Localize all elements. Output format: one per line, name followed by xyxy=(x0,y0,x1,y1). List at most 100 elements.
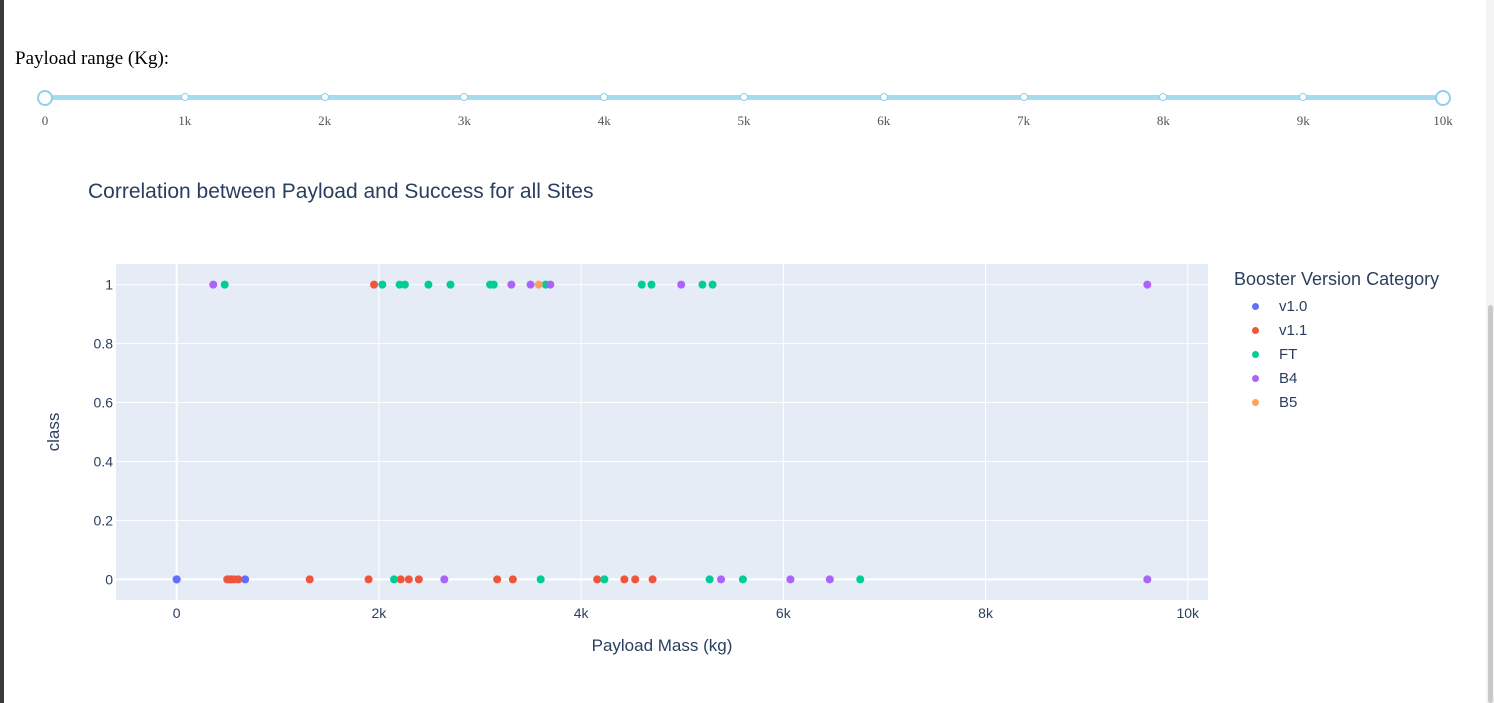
data-point-FT xyxy=(637,280,646,289)
legend-title: Booster Version Category xyxy=(1234,269,1440,289)
slider-mark-label: 2k xyxy=(318,113,332,128)
chart-title: Correlation between Payload and Success … xyxy=(88,180,594,203)
data-point-v1-0 xyxy=(241,575,250,584)
data-point-FT xyxy=(378,280,387,289)
data-point-FT xyxy=(738,575,747,584)
slider-mark-label: 0 xyxy=(41,113,49,128)
y-tick-label: 0.8 xyxy=(94,336,114,352)
y-tick-label: 0.4 xyxy=(94,453,114,469)
plot-area xyxy=(116,264,1208,600)
legend-item[interactable]: B4 xyxy=(1234,366,1439,390)
data-point-B4 xyxy=(1143,280,1152,289)
x-tick-label: 2k xyxy=(371,605,387,621)
data-point-v1-1 xyxy=(234,575,243,584)
payload-range-label: Payload range (Kg): xyxy=(15,48,170,69)
data-point-FT xyxy=(400,280,409,289)
data-point-v1-1 xyxy=(648,575,657,584)
y-tick-label: 1 xyxy=(105,277,113,293)
data-point-v1-1 xyxy=(404,575,413,584)
slider-mark-label: 6k xyxy=(877,113,891,128)
window-edge xyxy=(0,0,4,703)
legend-marker-icon xyxy=(1252,350,1259,358)
data-point-v1-1 xyxy=(305,575,314,584)
y-tick-label: 0.6 xyxy=(94,395,114,411)
x-tick-label: 6k xyxy=(776,605,792,621)
data-point-v1-1 xyxy=(593,575,602,584)
legend-marker-icon xyxy=(1252,302,1259,310)
data-point-B4 xyxy=(825,575,834,584)
slider-step-dot[interactable] xyxy=(1159,93,1168,101)
x-tick-label: 4k xyxy=(574,605,590,621)
data-point-B4 xyxy=(1143,575,1152,584)
data-point-v1-1 xyxy=(370,280,379,289)
slider-handle[interactable] xyxy=(37,90,53,106)
slider-mark-label: 9k xyxy=(1296,113,1310,128)
x-tick-label: 8k xyxy=(978,605,994,621)
slider-step-dot[interactable] xyxy=(180,93,189,101)
data-point-B4 xyxy=(677,280,686,289)
data-point-B4 xyxy=(507,280,516,289)
data-point-FT xyxy=(708,280,717,289)
legend-item-label: B4 xyxy=(1279,369,1298,387)
data-point-B4 xyxy=(786,575,795,584)
data-point-v1-1 xyxy=(620,575,629,584)
slider-step-dot[interactable] xyxy=(600,93,609,101)
scrollbar[interactable] xyxy=(1486,0,1494,703)
legend-marker-icon xyxy=(1252,374,1259,382)
data-point-FT xyxy=(856,575,865,584)
slider-step-dot[interactable] xyxy=(460,93,469,101)
data-point-v1-1 xyxy=(493,575,502,584)
data-point-v1-1 xyxy=(508,575,517,584)
data-point-FT xyxy=(220,280,229,289)
slider-mark-label: 7k xyxy=(1017,113,1031,128)
data-point-FT xyxy=(536,575,545,584)
x-axis-title: Payload Mass (kg) xyxy=(592,636,733,655)
data-point-B4 xyxy=(546,280,555,289)
slider-step-dot[interactable] xyxy=(879,93,888,101)
data-point-FT xyxy=(390,575,399,584)
legend-marker-icon xyxy=(1252,398,1259,406)
slider-mark-label: 10k xyxy=(1433,113,1453,128)
data-point-FT xyxy=(647,280,656,289)
x-tick-label: 10k xyxy=(1176,605,1200,621)
y-axis-title: class xyxy=(44,413,63,452)
legend: Booster Version Category v1.0 v1.1 FT B4 B5 xyxy=(1234,269,1439,414)
data-point-v1-1 xyxy=(396,575,405,584)
slider-step-dot[interactable] xyxy=(1019,93,1028,101)
slider-mark-label: 5k xyxy=(737,113,751,128)
slider-mark-label: 1k xyxy=(178,113,192,128)
legend-item-label: B5 xyxy=(1279,393,1298,411)
legend-item[interactable]: FT xyxy=(1234,342,1439,366)
data-point-B4 xyxy=(526,280,535,289)
data-point-FT xyxy=(489,280,498,289)
legend-item[interactable]: v1.1 xyxy=(1234,318,1439,342)
slider-mark-label: 4k xyxy=(597,113,611,128)
slider-step-dot[interactable] xyxy=(1299,93,1308,101)
data-point-B4 xyxy=(717,575,726,584)
y-tick-label: 0.2 xyxy=(94,512,114,528)
data-point-B4 xyxy=(209,280,218,289)
slider-mark-label: 8k xyxy=(1156,113,1170,128)
slider-step-dot[interactable] xyxy=(320,93,329,101)
legend-item-label: v1.0 xyxy=(1279,297,1308,315)
legend-item[interactable]: v1.0 xyxy=(1234,294,1439,318)
slider-step-dot[interactable] xyxy=(740,93,748,101)
payload-range-slider[interactable]: 0 1k 2k 3k 4k 5k 6k 7k 8k 9k 10k xyxy=(0,0,1494,140)
legend-marker-icon xyxy=(1252,326,1259,334)
slider-handle[interactable] xyxy=(1435,90,1451,106)
legend-item-label: v1.1 xyxy=(1279,321,1308,339)
data-point-v1-1 xyxy=(364,575,373,584)
data-point-v1-1 xyxy=(414,575,423,584)
data-point-FT xyxy=(424,280,433,289)
x-tick-label: 0 xyxy=(173,605,181,621)
legend-item[interactable]: B5 xyxy=(1234,390,1439,414)
data-point-FT xyxy=(600,575,609,584)
data-point-FT xyxy=(446,280,455,289)
data-point-v1-0 xyxy=(172,575,181,584)
data-point-B5 xyxy=(534,280,543,289)
scrollbar-thumb[interactable] xyxy=(1488,305,1493,703)
legend-item-label: FT xyxy=(1279,345,1298,363)
data-point-FT xyxy=(698,280,707,289)
y-tick-label: 0 xyxy=(105,571,113,587)
